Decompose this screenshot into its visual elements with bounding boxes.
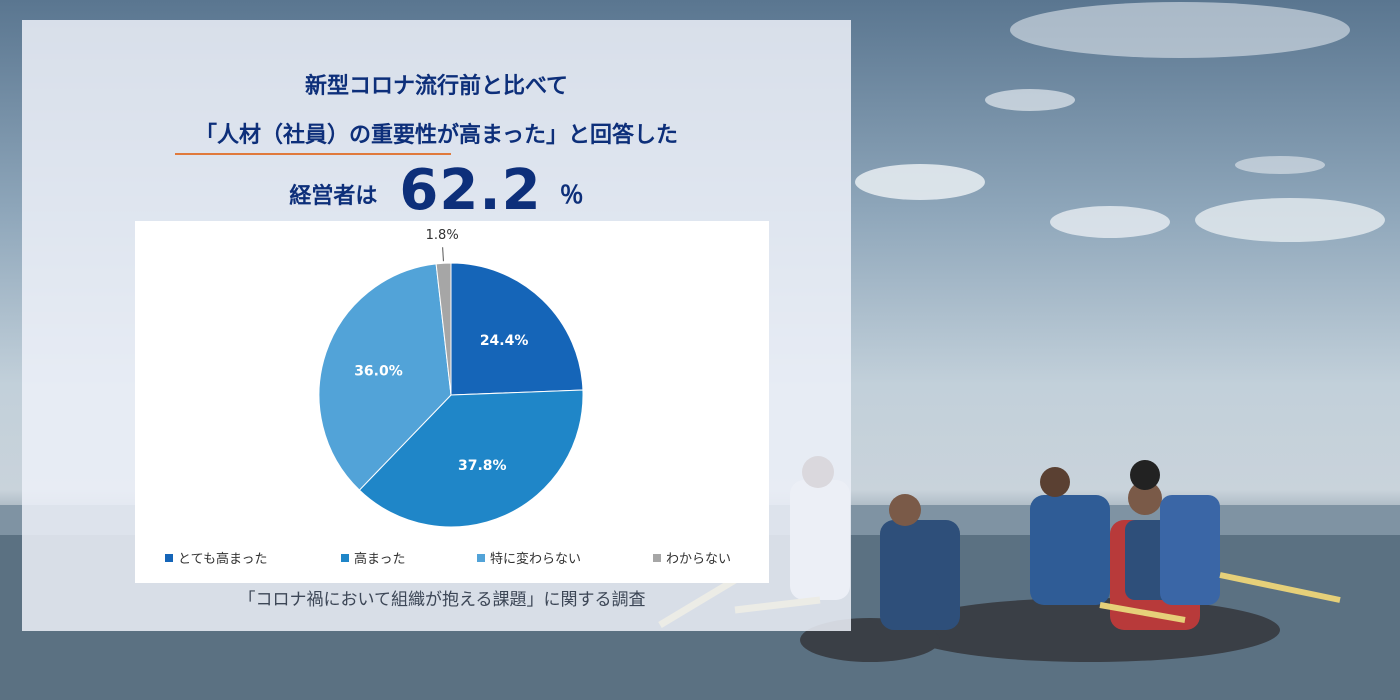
- headline-percentage-unit: ％: [559, 181, 584, 209]
- pie-leader-line-3: [442, 247, 444, 262]
- headline-line-3: 経営者は 62.2 ％: [22, 158, 851, 223]
- legend-item-1: 高まった: [341, 551, 405, 567]
- pie-data-label-3: 1.8%: [426, 228, 459, 243]
- pie-data-label-1: 37.8%: [458, 458, 507, 474]
- legend-label-2: 特に変わらない: [490, 551, 581, 567]
- legend-label-0: とても高まった: [178, 551, 267, 567]
- legend-label-3: わからない: [666, 552, 731, 567]
- pie-data-label-0: 24.4%: [480, 333, 529, 349]
- legend-swatch-0: [165, 554, 173, 562]
- pie-chart-container: 24.4% 37.8% 36.0% 1.8% とても高まった 高まった 特に変わらない わから…: [135, 221, 769, 583]
- pie-slice-1: [358, 389, 584, 528]
- legend-item-3: わからない: [653, 552, 731, 567]
- legend-swatch-1: [341, 554, 349, 562]
- legend-swatch-3: [653, 554, 661, 562]
- legend-item-0: とても高まった: [165, 551, 267, 567]
- pie-chart: 24.4% 37.8% 36.0% 1.8% とても高まった 高まった 特に変わらない わから…: [165, 228, 731, 567]
- pie-slice-3: [435, 262, 452, 396]
- pie-slice-0: [450, 262, 584, 396]
- legend-label-1: 高まった: [354, 551, 405, 567]
- legend-item-2: 特に変わらない: [477, 551, 581, 567]
- headline-line-1: 新型コロナ流行前と比べて: [304, 74, 569, 99]
- survey-source-caption: 「コロナ禍において組織が抱える課題」に関する調査: [238, 590, 646, 610]
- info-panel: 新型コロナ流行前と比べて 「人材（社員）の重要性が高まった」と回答した 経営者は…: [22, 20, 851, 631]
- headline-underline: [175, 153, 451, 155]
- headline-line-2: 「人材（社員）の重要性が高まった」と回答した: [194, 123, 679, 148]
- pie-slice-2: [318, 263, 452, 491]
- headline-prefix: 経営者は: [289, 184, 378, 209]
- legend-swatch-2: [477, 554, 485, 562]
- pie-data-label-2: 36.0%: [354, 363, 403, 379]
- headline-percentage-value: 62.2: [399, 158, 542, 223]
